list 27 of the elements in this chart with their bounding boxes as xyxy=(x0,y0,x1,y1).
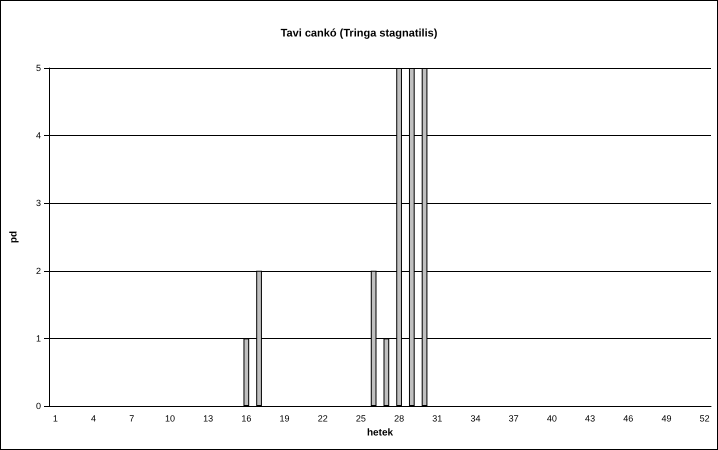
x-tick-label: 46 xyxy=(623,414,634,424)
y-tick-label: 2 xyxy=(36,266,41,276)
x-tick-label: 22 xyxy=(318,414,328,424)
y-tick-label: 5 xyxy=(36,63,41,73)
x-axis-title: hetek xyxy=(366,428,394,438)
x-tick-label: 16 xyxy=(241,414,252,424)
x-tick-label: 25 xyxy=(356,414,366,424)
y-tick-label: 3 xyxy=(36,198,41,208)
x-tick-label: 31 xyxy=(432,414,442,424)
x-tick-label: 40 xyxy=(546,414,557,424)
x-tick-label: 28 xyxy=(394,414,404,424)
x-tick-label: 34 xyxy=(470,414,480,424)
x-tick-label: 4 xyxy=(91,414,96,424)
x-tick-label: 43 xyxy=(585,414,596,424)
x-tick-label: 7 xyxy=(129,414,134,424)
x-tick-label: 10 xyxy=(164,414,175,424)
x-tick-label: 49 xyxy=(661,414,672,424)
y-tick-label: 4 xyxy=(36,130,41,141)
y-tick-label: 0 xyxy=(36,401,41,411)
x-tick-label: 52 xyxy=(700,414,710,424)
chart-title: Tavi cankó (Tringa stagnatilis) xyxy=(280,28,438,40)
x-tick-label: 1 xyxy=(52,414,58,424)
y-tick-label: 1 xyxy=(36,333,41,344)
x-tick-label: 37 xyxy=(508,414,519,424)
x-tick-label: 13 xyxy=(203,414,214,424)
x-tick-label: 19 xyxy=(280,414,290,424)
y-axis-title: pd xyxy=(8,230,20,244)
